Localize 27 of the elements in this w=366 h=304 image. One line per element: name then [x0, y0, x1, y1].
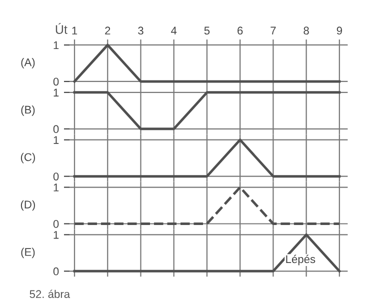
x-tick-label: 9 — [336, 26, 342, 35]
y-tick-label: 0 — [53, 220, 59, 228]
annotation: Lépés — [286, 254, 316, 266]
x-axis-title: Út — [56, 22, 68, 34]
y-tick-label: 1 — [54, 88, 59, 96]
y-tick-label: 0 — [53, 78, 59, 86]
y-axis-title: (C) — [20, 152, 35, 164]
y-axis-title: (D) — [20, 200, 35, 211]
y-tick-label: 0 — [53, 172, 59, 180]
text: 52. ábra — [30, 290, 70, 298]
y-tick-label: 0 — [53, 125, 59, 134]
x-tick-label: 7 — [270, 26, 276, 34]
y-tick-label: 1 — [54, 41, 59, 50]
y-axis-title: (B) — [21, 105, 35, 116]
x-tick-label: 2 — [105, 26, 110, 34]
y-axis-title: (A) — [21, 58, 35, 68]
y-tick-label: 0 — [53, 267, 59, 276]
x-tick-label: 1 — [72, 26, 78, 34]
x-tick-label: 4 — [171, 26, 177, 34]
x-tick-label: 5 — [204, 26, 210, 35]
y-tick-label: 1 — [54, 184, 59, 192]
x-tick-label: 3 — [138, 26, 144, 35]
y-tick-label: 1 — [54, 136, 59, 144]
y-axis-title: (E) — [21, 248, 35, 258]
x-tick-label: 8 — [304, 26, 309, 35]
x-tick-label: 6 — [238, 26, 243, 35]
y-tick-label: 1 — [54, 231, 59, 239]
